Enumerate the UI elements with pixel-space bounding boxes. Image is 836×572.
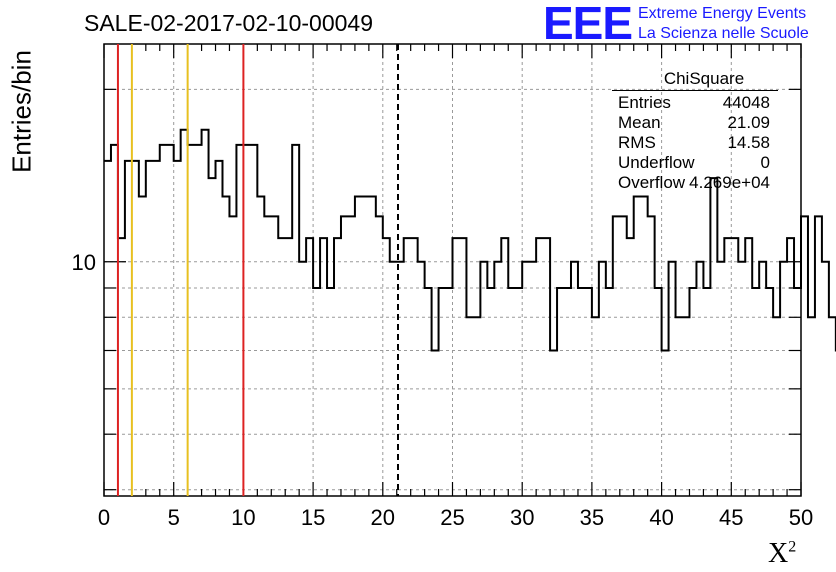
histogram-line xyxy=(104,128,836,352)
stats-row-rms: RMS 14.58 xyxy=(612,133,778,153)
y-axis-label: Entries/bin xyxy=(6,50,37,173)
stats-row-underflow: Underflow 0 xyxy=(612,153,778,173)
stats-value: 0 xyxy=(760,153,770,172)
logo-text: Extreme Energy Events La Scienza nelle S… xyxy=(638,4,809,44)
x-tick-label: 50 xyxy=(789,505,813,530)
stats-key: RMS xyxy=(618,133,656,152)
x-tick-label: 0 xyxy=(98,505,110,530)
x-tick-label: 30 xyxy=(510,505,534,530)
stats-row-mean: Mean 21.09 xyxy=(612,113,778,133)
logo-line-1: Extreme Energy Events xyxy=(638,5,807,22)
chart-title: SALE-02-2017-02-10-00049 xyxy=(84,10,373,36)
x-tick-label: 20 xyxy=(371,505,395,530)
x-tick-label: 40 xyxy=(649,505,673,530)
stats-row-overflow: Overflow 4.269e+04 xyxy=(612,173,778,193)
logo-line-2: La Scienza nelle Scuole xyxy=(638,25,809,42)
stats-key: Entries xyxy=(618,93,671,112)
stats-title: ChiSquare xyxy=(612,68,778,91)
stats-value: 4.269e+04 xyxy=(689,173,770,192)
stats-row-entries: Entries 44048 xyxy=(612,93,778,113)
x-tick-label: 10 xyxy=(231,505,255,530)
stats-key: Overflow xyxy=(618,173,686,192)
stats-key: Mean xyxy=(618,113,661,132)
x-axis-label: X2 xyxy=(768,538,796,570)
x-tick-label: 45 xyxy=(719,505,743,530)
x-tick-label: 15 xyxy=(301,505,325,530)
eee-logo: EEE xyxy=(543,0,633,49)
x-tick-label: 5 xyxy=(168,505,180,530)
stats-value: 14.58 xyxy=(727,133,770,152)
stats-box: ChiSquare Entries 44048 Mean 21.09 RMS 1… xyxy=(612,68,778,193)
stats-value: 21.09 xyxy=(727,113,770,132)
x-tick-label: 25 xyxy=(440,505,464,530)
x-tick-label: 35 xyxy=(580,505,604,530)
x-axis-label-base: X xyxy=(768,538,789,569)
stats-key: Underflow xyxy=(618,153,695,172)
x-axis-label-sup: 2 xyxy=(788,538,797,556)
y-tick-label: 10 xyxy=(72,250,96,275)
stats-value: 44048 xyxy=(722,93,770,112)
